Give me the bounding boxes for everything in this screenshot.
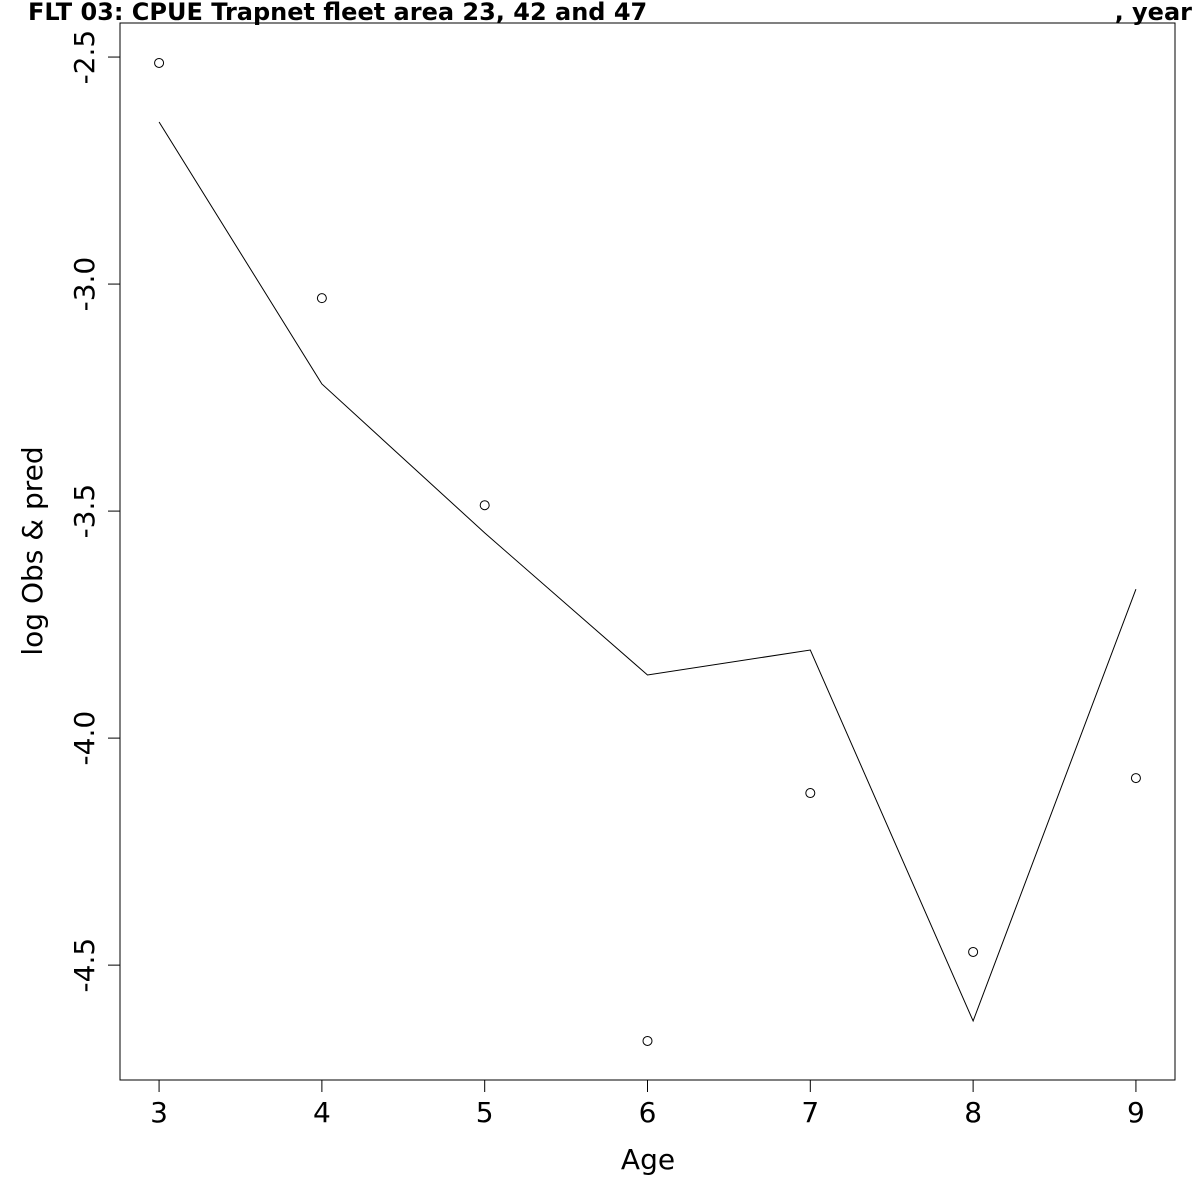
obs-point [805,788,816,799]
x-tick-label: 4 [313,1096,331,1129]
x-tick-label: 3 [150,1096,168,1129]
obs-point [642,1035,653,1046]
x-tick-label: 8 [964,1096,982,1129]
x-tick-label: 5 [476,1096,494,1129]
x-tick-label: 9 [1127,1096,1145,1129]
obs-point [479,500,490,511]
obs-point [154,57,165,68]
chart-title-right: , year [1115,0,1193,26]
pred-line [158,121,1137,1023]
x-axis-label: Age [621,1143,675,1176]
obs-point [968,946,979,957]
obs-point [1130,773,1141,784]
x-tick-label: 6 [639,1096,657,1129]
y-axis-label: log Obs & pred [16,446,49,655]
y-tick-label: -3.5 [68,484,101,539]
chart-title: FLT 03: CPUE Trapnet fleet area 23, 42 a… [28,0,647,26]
y-tick-label: -2.5 [68,30,101,85]
y-tick-label: -4.5 [68,938,101,993]
y-tick-label: -3.0 [68,257,101,312]
y-tick-label: -4.0 [68,711,101,766]
obs-point [316,293,327,304]
x-tick-label: 7 [801,1096,819,1129]
